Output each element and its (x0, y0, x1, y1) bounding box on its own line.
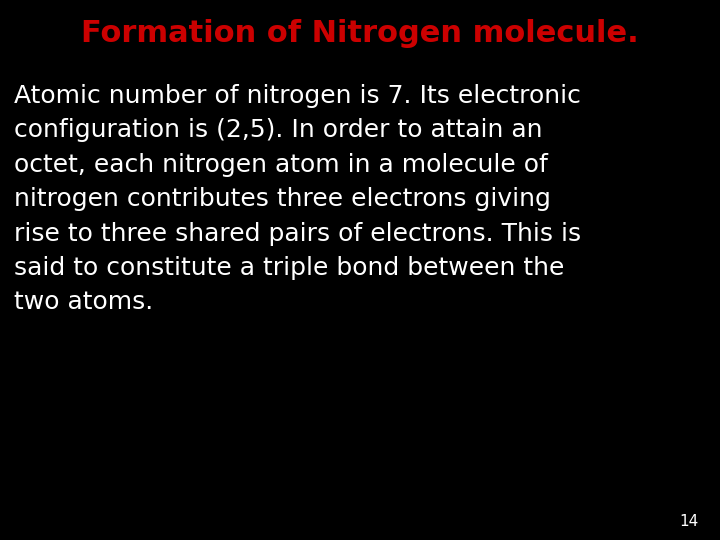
Text: 14: 14 (679, 514, 698, 529)
Text: Atomic number of nitrogen is 7. Its electronic
configuration is (2,5). In order : Atomic number of nitrogen is 7. Its elec… (14, 84, 582, 314)
Text: Formation of Nitrogen molecule.: Formation of Nitrogen molecule. (81, 19, 639, 48)
